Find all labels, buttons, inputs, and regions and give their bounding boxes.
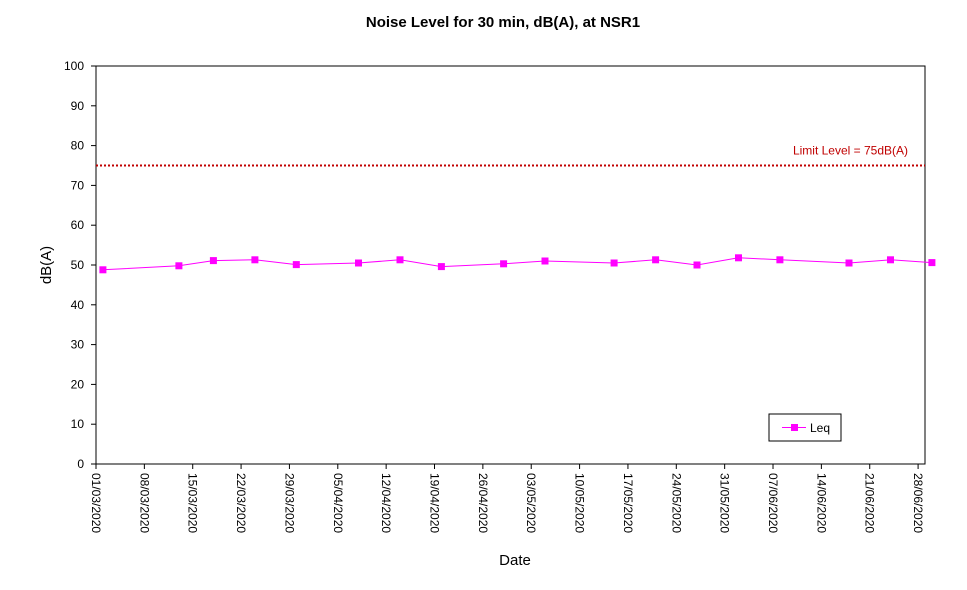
y-tick-label: 100 <box>64 59 84 73</box>
chart-title: Noise Level for 30 min, dB(A), at NSR1 <box>366 14 640 31</box>
data-point <box>251 256 259 264</box>
legend: Leq <box>768 413 842 442</box>
x-tick-label: 14/06/2020 <box>814 473 828 533</box>
x-axis-label: Date <box>499 552 531 569</box>
data-point <box>735 254 742 262</box>
y-tick-label: 0 <box>77 457 84 471</box>
x-tick-label: 26/04/2020 <box>476 473 490 533</box>
x-tick-label: 19/04/2020 <box>428 473 442 533</box>
x-tick-label: 01/03/2020 <box>89 473 103 533</box>
y-axis: 0 10 20 30 40 50 60 70 80 90 100 <box>64 59 96 471</box>
data-point <box>209 257 217 265</box>
data-point <box>175 262 183 270</box>
data-point <box>292 261 300 269</box>
x-tick-label: 24/05/2020 <box>669 473 683 533</box>
data-point <box>776 256 784 264</box>
y-tick-label: 80 <box>71 139 85 153</box>
data-point <box>845 259 853 267</box>
data-point <box>652 256 660 264</box>
x-tick-label: 31/05/2020 <box>718 473 732 533</box>
x-tick-label: 21/06/2020 <box>863 473 877 533</box>
x-tick-label: 05/04/2020 <box>331 473 345 533</box>
legend-label-leq: Leq <box>810 421 830 435</box>
data-point <box>693 261 701 269</box>
data-point <box>99 266 107 274</box>
x-tick-label: 15/03/2020 <box>186 473 200 533</box>
y-tick-label: 10 <box>71 417 85 431</box>
series-line <box>102 257 932 271</box>
y-tick-label: 60 <box>71 218 85 232</box>
x-tick-label: 28/06/2020 <box>911 473 925 533</box>
x-tick-label: 10/05/2020 <box>573 473 587 533</box>
x-axis: 01/03/2020 08/03/2020 15/03/2020 22/03/2020… <box>89 464 925 533</box>
y-tick-label: 90 <box>71 99 85 113</box>
limit-level: Limit Level = 75dB(A) <box>96 144 925 167</box>
y-tick-label: 20 <box>71 377 85 391</box>
x-tick-label: 03/05/2020 <box>524 473 538 533</box>
x-tick-label: 17/05/2020 <box>621 473 635 533</box>
x-tick-label: 12/04/2020 <box>379 473 393 533</box>
x-tick-label: 07/06/2020 <box>766 473 780 533</box>
plot-area <box>95 65 926 465</box>
data-point <box>355 259 362 267</box>
data-point <box>541 257 549 265</box>
data-point <box>500 260 508 268</box>
y-tick-label: 30 <box>71 338 85 352</box>
data-point <box>437 263 445 271</box>
y-tick-label: 70 <box>71 178 85 192</box>
x-tick-label: 22/03/2020 <box>234 473 248 533</box>
x-tick-label: 29/03/2020 <box>282 473 296 533</box>
limit-label: Limit Level = 75dB(A) <box>793 144 908 158</box>
series-leq <box>99 254 936 274</box>
x-tick-label: 08/03/2020 <box>137 473 151 533</box>
data-point <box>610 259 618 267</box>
y-tick-label: 40 <box>71 298 85 312</box>
data-point <box>887 256 894 264</box>
y-tick-label: 50 <box>71 258 85 272</box>
data-point <box>396 256 404 264</box>
y-axis-label: dB(A) <box>38 246 55 284</box>
legend-marker <box>791 424 798 431</box>
data-point <box>928 259 936 267</box>
